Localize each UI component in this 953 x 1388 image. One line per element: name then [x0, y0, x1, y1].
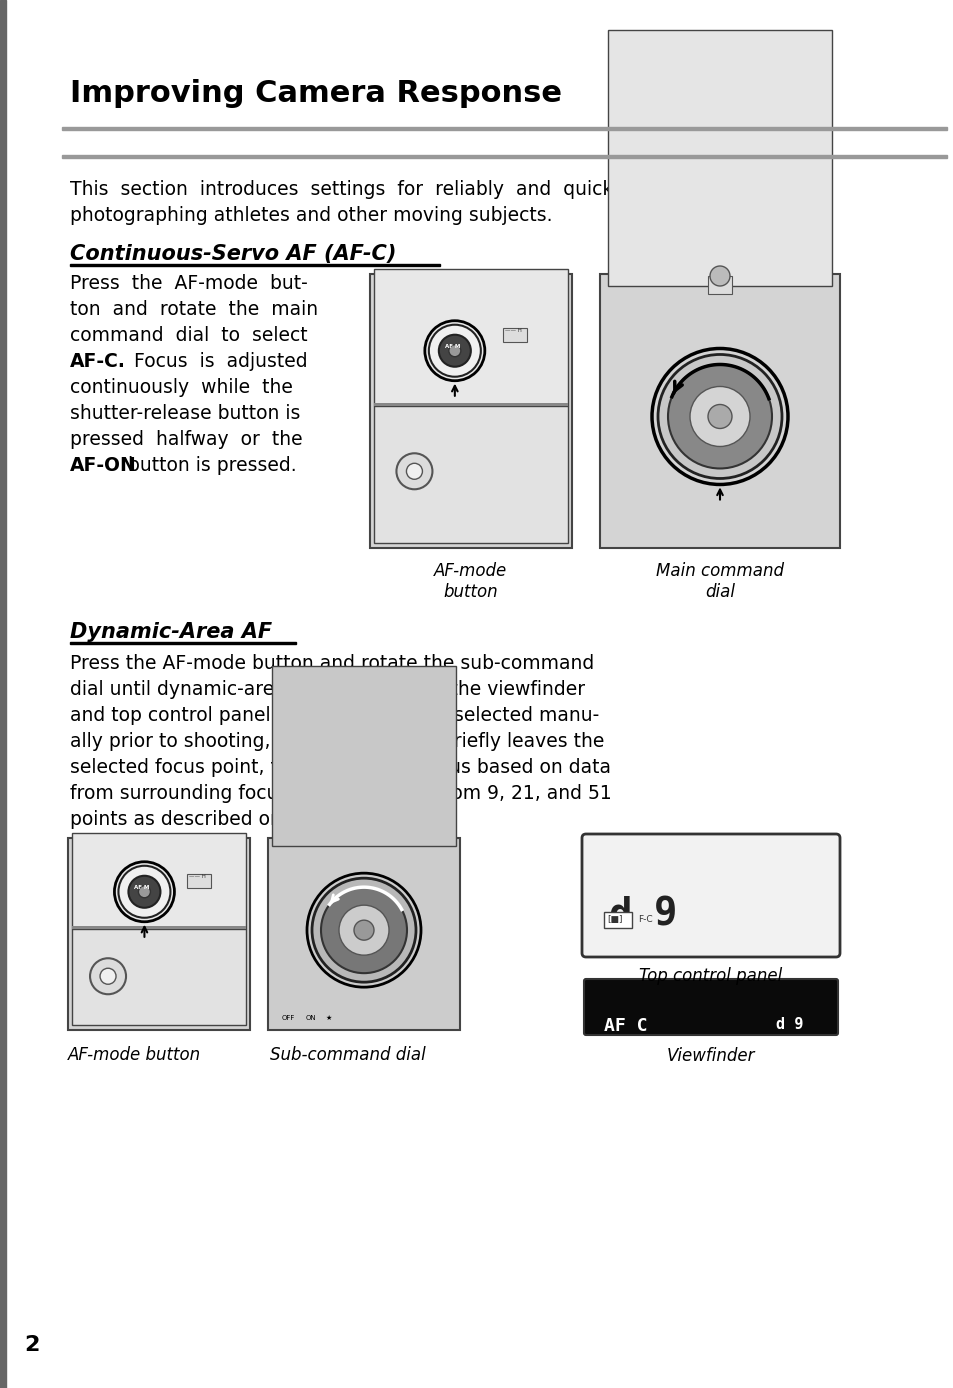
Bar [374, 269, 567, 407]
Text: from surrounding focus points (choose from 9, 21, and 51: from surrounding focus points (choose fr… [70, 784, 611, 804]
Text: Top control panel: Top control panel [639, 967, 781, 985]
Text: Main command
dial: Main command dial [656, 562, 783, 601]
Text: Sub-command dial: Sub-command dial [270, 1047, 425, 1065]
Circle shape [438, 335, 471, 366]
Text: d: d [607, 897, 631, 934]
Circle shape [129, 876, 160, 908]
Bar [707, 276, 731, 294]
Text: shutter-release button is: shutter-release button is [70, 404, 300, 423]
Circle shape [138, 886, 151, 898]
Text: Continuous-Servo AF (AF-C): Continuous-Servo AF (AF-C) [70, 244, 395, 264]
Text: Improving Camera Response: Improving Camera Response [70, 79, 561, 108]
Bar [70, 643, 295, 644]
Text: F-C: F-C [638, 915, 652, 924]
Bar [71, 926, 246, 929]
Text: —— H: —— H [189, 874, 206, 879]
Bar [62, 126, 946, 130]
Text: command  dial  to  select: command dial to select [70, 326, 307, 346]
Text: button is pressed.: button is pressed. [122, 457, 296, 475]
Text: continuously  while  the: continuously while the [70, 378, 293, 397]
Bar [62, 155, 946, 158]
Bar [187, 874, 211, 888]
Text: Dynamic-Area AF: Dynamic-Area AF [70, 622, 272, 643]
Circle shape [709, 266, 729, 286]
Circle shape [406, 464, 422, 479]
Text: Press  the  AF-mode  but-: Press the AF-mode but- [70, 273, 308, 293]
Circle shape [429, 325, 480, 376]
Text: photographing athletes and other moving subjects.: photographing athletes and other moving … [70, 205, 552, 225]
Text: ton  and  rotate  the  main: ton and rotate the main [70, 300, 317, 319]
Circle shape [354, 920, 374, 940]
Text: 2: 2 [24, 1335, 40, 1355]
Bar [71, 833, 246, 929]
Circle shape [448, 344, 460, 357]
Bar [503, 329, 527, 343]
Text: —— H: —— H [505, 329, 522, 333]
FancyBboxPatch shape [581, 834, 840, 956]
Bar [370, 273, 572, 548]
Text: and top control panel. The focus point is selected manu-: and top control panel. The focus point i… [70, 706, 598, 725]
Text: [■]: [■] [606, 915, 622, 924]
Text: OFF: OFF [282, 1015, 295, 1022]
Text: AF‑C.: AF‑C. [70, 353, 126, 371]
Bar [71, 929, 246, 1024]
Text: Focus  is  adjusted: Focus is adjusted [122, 353, 307, 371]
Text: pressed  halfway  or  the: pressed halfway or the [70, 430, 302, 448]
Bar [374, 407, 567, 543]
Bar [70, 264, 439, 266]
Bar [603, 912, 631, 929]
Text: d 9: d 9 [775, 1017, 802, 1033]
Text: dial until dynamic-area AF is selected in the viewfinder: dial until dynamic-area AF is selected i… [70, 680, 584, 700]
Bar [607, 31, 831, 286]
Bar [374, 403, 567, 407]
Text: ★: ★ [326, 1015, 332, 1022]
Circle shape [100, 969, 116, 984]
Text: AF M: AF M [134, 884, 150, 890]
Circle shape [118, 866, 171, 917]
Bar [68, 838, 250, 1030]
Bar [272, 666, 456, 847]
Text: This  section  introduces  settings  for  reliably  and  quickly: This section introduces settings for rel… [70, 180, 629, 198]
Circle shape [320, 887, 407, 973]
Circle shape [396, 454, 432, 490]
Circle shape [338, 905, 389, 955]
Circle shape [667, 365, 771, 469]
Text: selected focus point, the camera will focus based on data: selected focus point, the camera will fo… [70, 758, 610, 777]
Circle shape [707, 404, 731, 429]
Bar [599, 273, 840, 548]
Circle shape [658, 354, 781, 479]
Text: Press the AF-mode button and rotate the sub-command: Press the AF-mode button and rotate the … [70, 654, 594, 673]
Text: 9: 9 [654, 897, 677, 934]
Circle shape [90, 958, 126, 994]
Text: ON: ON [306, 1015, 316, 1022]
Text: AF‑ON: AF‑ON [70, 457, 136, 475]
Bar [0, 0, 6, 1388]
Text: AF-mode
button: AF-mode button [434, 562, 507, 601]
Text: AF-mode button: AF-mode button [68, 1047, 201, 1065]
Text: AF C: AF C [603, 1017, 647, 1035]
FancyBboxPatch shape [583, 979, 837, 1035]
Text: points as described on page 38).: points as described on page 38). [70, 811, 377, 829]
Text: AF M: AF M [444, 344, 459, 348]
Text: Viewfinder: Viewfinder [666, 1047, 755, 1065]
Circle shape [689, 386, 749, 447]
Bar [268, 838, 459, 1030]
Text: ally prior to shooting, but if the subject briefly leaves the: ally prior to shooting, but if the subje… [70, 731, 604, 751]
Circle shape [312, 879, 416, 983]
